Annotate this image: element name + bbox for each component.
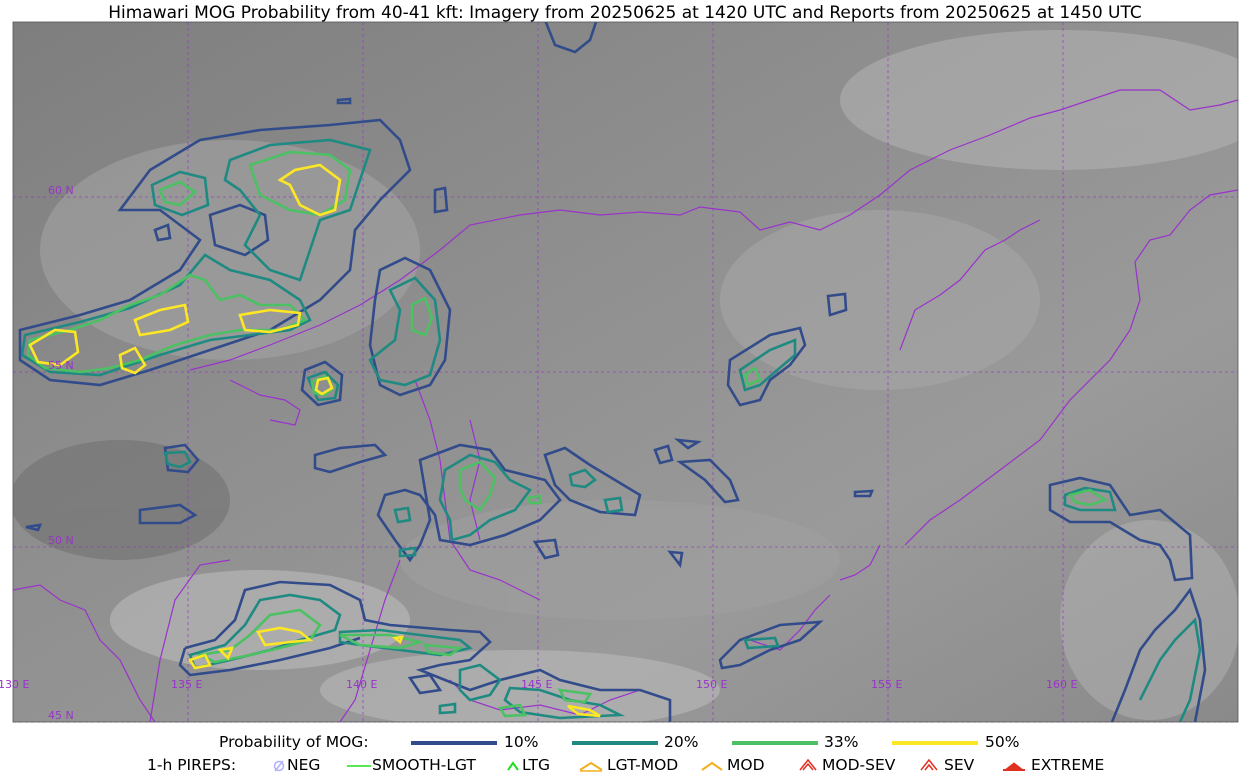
map-frame bbox=[12, 21, 1239, 723]
lgt-mod-icon bbox=[579, 761, 603, 772]
sev-icon bbox=[920, 758, 938, 771]
neg-icon bbox=[273, 760, 285, 772]
pirep-mod: MOD bbox=[727, 756, 765, 774]
pirep-ltg: LTG bbox=[522, 756, 550, 774]
lon-label-150: 150 E bbox=[696, 678, 727, 691]
figure-title: Himawari MOG Probability from 40-41 kft:… bbox=[108, 3, 1142, 23]
lon-label-135: 135 E bbox=[171, 678, 202, 691]
lon-label-160: 160 E bbox=[1046, 678, 1077, 691]
coastlines bbox=[13, 89, 1238, 722]
legend-level-50: 50% bbox=[985, 733, 1020, 751]
lon-label-145: 145 E bbox=[521, 678, 552, 691]
pirep-neg: NEG bbox=[287, 756, 321, 774]
swatch-20pct bbox=[572, 741, 658, 745]
contours-10pct bbox=[18, 22, 1207, 722]
lon-label-140: 140 E bbox=[346, 678, 377, 691]
pirep-lgt-mod: LGT-MOD bbox=[607, 756, 679, 774]
lat-label-60: 60 N bbox=[48, 184, 74, 197]
pireps-legend-label: 1-h PIREPS: bbox=[147, 756, 237, 774]
pirep-mod-sev: MOD-SEV bbox=[822, 756, 896, 774]
legend-level-33: 33% bbox=[824, 733, 859, 751]
smooth-lgt-icon bbox=[347, 765, 371, 767]
lat-label-55: 55 N bbox=[48, 359, 74, 372]
swatch-33pct bbox=[732, 741, 818, 745]
lat-label-50: 50 N bbox=[48, 534, 74, 547]
probability-legend-label: Probability of MOG: bbox=[219, 733, 369, 751]
swatch-10pct bbox=[411, 741, 497, 745]
legend-level-10: 10% bbox=[504, 733, 539, 751]
mod-sev-icon bbox=[799, 758, 817, 771]
lon-label-130: 130 E bbox=[0, 678, 29, 691]
extreme-icon bbox=[1003, 762, 1025, 771]
lon-label-155: 155 E bbox=[871, 678, 902, 691]
ltg-icon bbox=[507, 761, 519, 771]
pirep-extreme: EXTREME bbox=[1031, 756, 1105, 774]
legend-level-20: 20% bbox=[664, 733, 699, 751]
contours-50pct bbox=[28, 163, 601, 718]
pirep-smooth-lgt: SMOOTH-LGT bbox=[372, 756, 476, 774]
mod-icon bbox=[701, 761, 723, 771]
contours-33pct bbox=[26, 150, 1108, 718]
lat-label-45: 45 N bbox=[48, 709, 74, 722]
pirep-sev: SEV bbox=[944, 756, 975, 774]
swatch-50pct bbox=[892, 741, 978, 745]
